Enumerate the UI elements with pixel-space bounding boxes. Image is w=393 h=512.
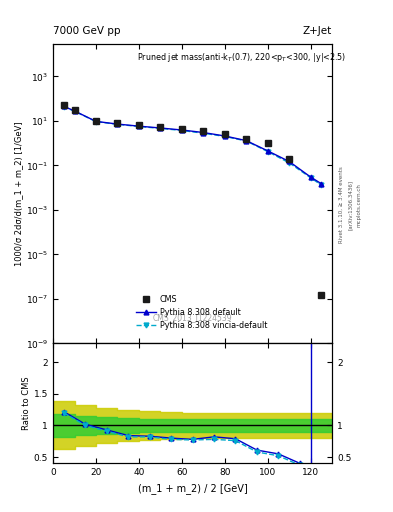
Text: 7000 GeV pp: 7000 GeV pp <box>53 26 121 36</box>
X-axis label: (m_1 + m_2) / 2 [GeV]: (m_1 + m_2) / 2 [GeV] <box>138 483 248 494</box>
Text: Pruned jet mass(anti-k$_T$(0.7), 220<p$_T$<300, |y|<2.5): Pruned jet mass(anti-k$_T$(0.7), 220<p$_… <box>137 51 346 64</box>
Y-axis label: Ratio to CMS: Ratio to CMS <box>22 376 31 430</box>
Legend: CMS, Pythia 8.308 default, Pythia 8.308 vincia-default: CMS, Pythia 8.308 default, Pythia 8.308 … <box>132 292 270 333</box>
Text: CMS_2013_I1224539: CMS_2013_I1224539 <box>153 313 232 323</box>
Y-axis label: 1000/σ 2dσ/d(m_1 + m_2) [1/GeV]: 1000/σ 2dσ/d(m_1 + m_2) [1/GeV] <box>14 121 23 266</box>
Text: mcplots.cern.ch: mcplots.cern.ch <box>356 183 361 227</box>
Text: Rivet 3.1.10, ≥ 3.4M events: Rivet 3.1.10, ≥ 3.4M events <box>339 166 344 243</box>
Text: [arXiv:1306.3436]: [arXiv:1306.3436] <box>347 180 353 230</box>
Text: Z+Jet: Z+Jet <box>303 26 332 36</box>
